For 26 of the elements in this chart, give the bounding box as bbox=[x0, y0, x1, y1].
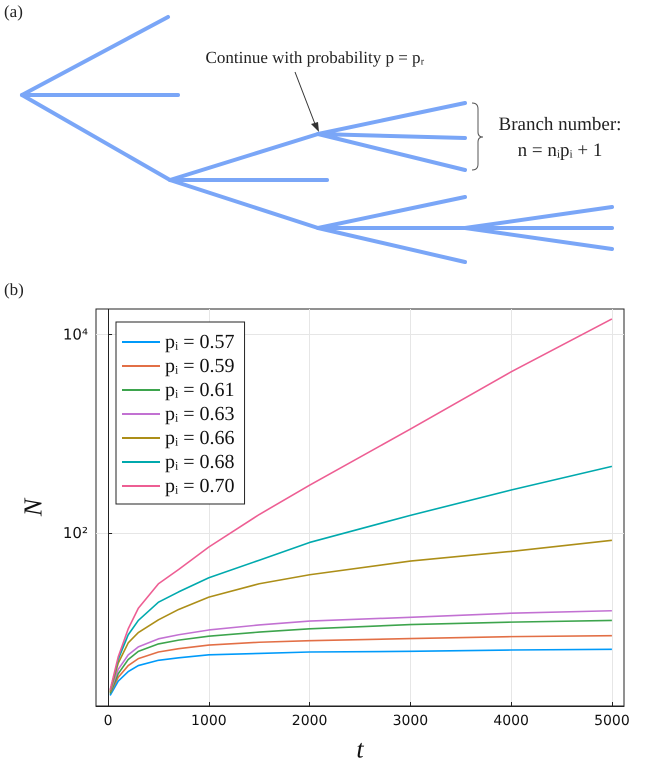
line-series bbox=[109, 318, 613, 691]
text: Branch number: bbox=[498, 114, 622, 136]
x-tick-label: 5000 bbox=[594, 713, 630, 729]
x-tick-label: 3000 bbox=[392, 713, 428, 729]
x-tick-label: 4000 bbox=[493, 713, 529, 729]
y-tick-label: 10² bbox=[62, 524, 88, 542]
legend-label: pᵢ = 0.66 bbox=[165, 427, 235, 449]
text: (a) bbox=[4, 2, 23, 22]
text: n = nᵢpᵢ + 1 bbox=[518, 140, 602, 162]
legend-label: pᵢ = 0.63 bbox=[165, 403, 235, 425]
legend-label: pᵢ = 0.61 bbox=[165, 379, 235, 401]
line-series bbox=[109, 648, 613, 696]
line-series bbox=[109, 540, 613, 693]
legend-label: pᵢ = 0.57 bbox=[165, 331, 235, 353]
line-series bbox=[109, 634, 613, 694]
legend-label: pᵢ = 0.70 bbox=[165, 475, 235, 497]
x-tick-label: 2000 bbox=[292, 713, 328, 729]
x-axis-title: t bbox=[356, 734, 364, 764]
x-tick-label: 1000 bbox=[191, 713, 227, 729]
legend-label: pᵢ = 0.68 bbox=[165, 451, 235, 473]
text: (b) bbox=[4, 280, 24, 300]
x-tick-label: 0 bbox=[104, 713, 113, 729]
text: Continue with probability p = pᵣ bbox=[206, 48, 424, 68]
legend-label: pᵢ = 0.59 bbox=[165, 355, 235, 377]
y-tick-label: 10⁴ bbox=[62, 325, 88, 344]
y-axis-title: N bbox=[18, 497, 48, 518]
